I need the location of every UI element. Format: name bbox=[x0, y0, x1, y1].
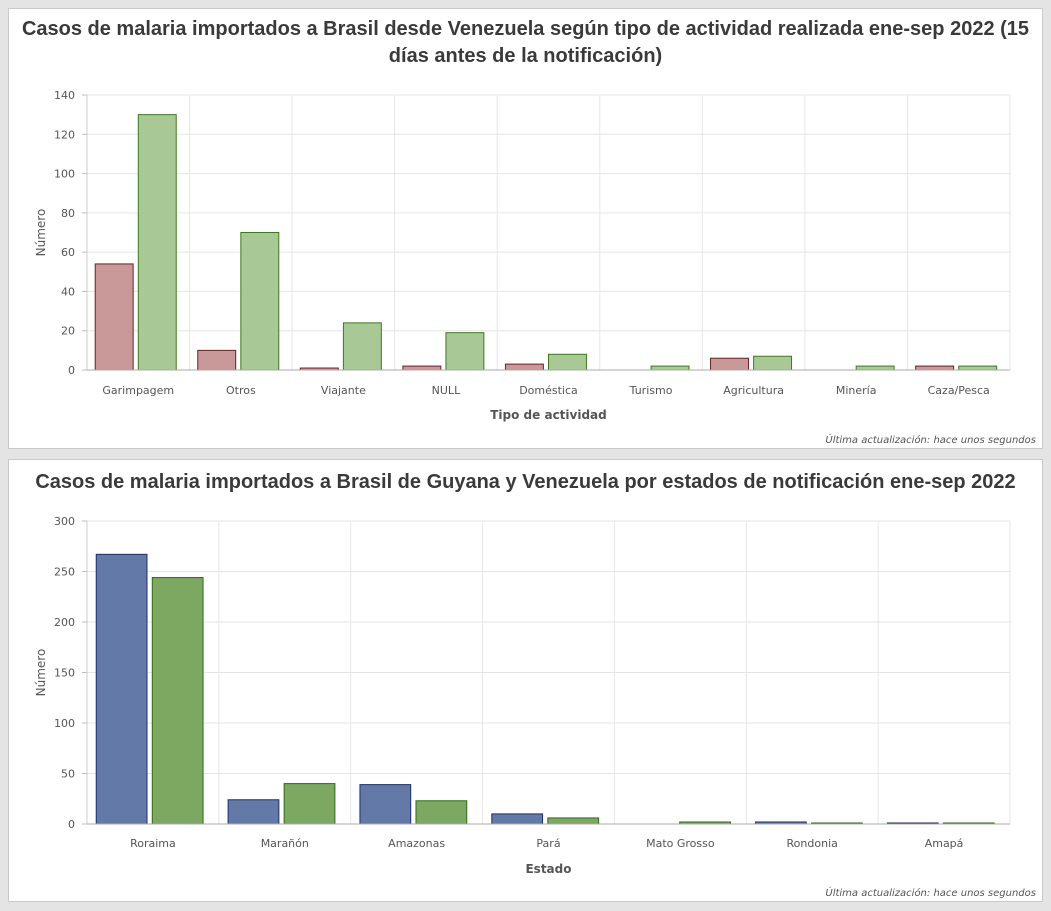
x-tick-label: Mato Grosso bbox=[646, 837, 715, 850]
chart-title: Casos de malaria importados a Brasil des… bbox=[21, 18, 1030, 67]
x-axis-title: Estado bbox=[525, 862, 571, 876]
y-tick-label: 140 bbox=[54, 89, 75, 102]
x-tick-label: Caza/Pesca bbox=[928, 384, 990, 397]
y-tick-label: 80 bbox=[61, 207, 75, 220]
y-tick-label: 100 bbox=[54, 717, 75, 730]
bar bbox=[445, 332, 485, 371]
bar bbox=[283, 783, 336, 825]
bar-chart-actividad: 0 20 40 60 80 100 120 140 Garimpagem Otros Viajant… bbox=[34, 89, 1011, 422]
x-tick-label: Roraima bbox=[130, 837, 176, 850]
x-tick-label: Doméstica bbox=[519, 384, 578, 397]
bar bbox=[151, 577, 204, 825]
bar bbox=[227, 799, 280, 825]
y-tick-label: 0 bbox=[68, 364, 75, 377]
bar bbox=[415, 800, 468, 825]
x-tick-label: Amazonas bbox=[388, 837, 445, 850]
chart-panel-actividad: Casos de malaria importados a Brasil des… bbox=[8, 8, 1043, 449]
y-tick-label: 50 bbox=[61, 768, 75, 781]
y-tick-label: 150 bbox=[54, 667, 75, 680]
x-tick-label: Minería bbox=[836, 384, 877, 397]
x-tick-label: Rondonia bbox=[787, 837, 838, 850]
last-updated-note: Última actualización: hace unos segundos bbox=[825, 435, 1036, 446]
bar bbox=[548, 353, 587, 371]
x-tick-label: Otros bbox=[226, 384, 256, 397]
y-tick-label: 300 bbox=[54, 515, 75, 528]
y-tick-label: 60 bbox=[61, 246, 75, 259]
y-axis-title: Número bbox=[34, 209, 48, 257]
x-tick-label: Garimpagem bbox=[102, 384, 174, 397]
bar bbox=[342, 322, 382, 371]
bar bbox=[359, 784, 412, 825]
x-tick-label: NULL bbox=[432, 384, 461, 397]
x-tick-label: Amapá bbox=[925, 837, 964, 850]
bar bbox=[915, 365, 955, 371]
y-tick-label: 200 bbox=[54, 616, 75, 629]
x-tick-label: Pará bbox=[536, 837, 560, 850]
last-updated-note: Última actualización: hace unos segundos bbox=[825, 888, 1036, 899]
y-tick-label: 120 bbox=[54, 128, 75, 141]
bar bbox=[94, 263, 134, 371]
bar bbox=[547, 817, 600, 825]
chart-title: Casos de malaria importados a Brasil de … bbox=[35, 471, 1016, 493]
x-tick-label: Viajante bbox=[321, 384, 366, 397]
bar bbox=[491, 813, 544, 825]
bar bbox=[958, 365, 998, 371]
y-tick-label: 100 bbox=[54, 168, 75, 181]
y-tick-label: 40 bbox=[61, 285, 75, 298]
bar bbox=[137, 114, 177, 371]
y-tick-label: 250 bbox=[54, 566, 75, 579]
y-axis-title: Número bbox=[34, 649, 48, 697]
chart-panel-estado: Casos de malaria importados a Brasil de … bbox=[8, 459, 1043, 902]
y-tick-label: 0 bbox=[68, 818, 75, 831]
bar bbox=[650, 365, 690, 371]
bar bbox=[402, 365, 442, 371]
bar bbox=[240, 232, 280, 371]
y-tick-label: 20 bbox=[61, 325, 75, 338]
bar bbox=[753, 355, 793, 371]
x-tick-label: Agricultura bbox=[723, 384, 784, 397]
bar bbox=[710, 357, 749, 371]
bar bbox=[855, 365, 895, 371]
x-tick-label: Turismo bbox=[629, 384, 673, 397]
bar bbox=[95, 553, 148, 825]
bar bbox=[197, 349, 237, 371]
x-tick-label: Marañón bbox=[261, 837, 309, 850]
bar bbox=[504, 363, 544, 371]
bar-chart-estado: 0 50 100 150 200 250 300 Roraima Marañón Amazonas… bbox=[34, 515, 1011, 876]
x-axis-title: Tipo de actividad bbox=[490, 408, 607, 422]
